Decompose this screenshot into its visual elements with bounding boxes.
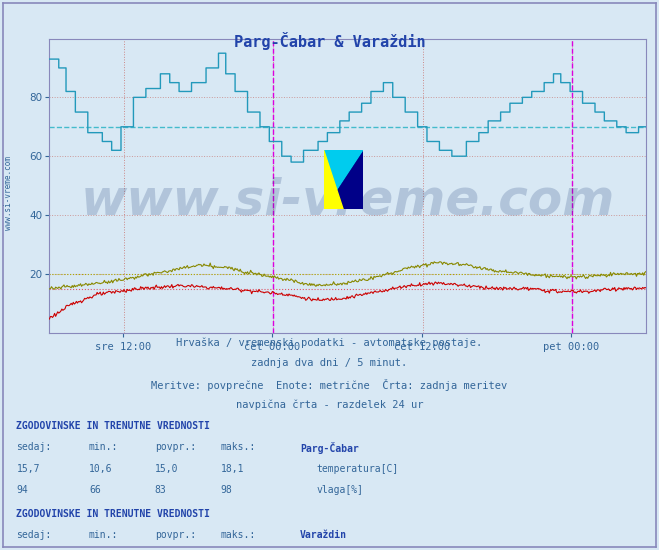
Text: Varaždin: Varaždin <box>300 530 347 540</box>
Polygon shape <box>324 150 362 209</box>
Polygon shape <box>324 150 343 209</box>
Text: povpr.:: povpr.: <box>155 530 196 540</box>
Text: maks.:: maks.: <box>221 442 256 452</box>
Text: 66: 66 <box>89 485 101 494</box>
Text: Parg-Čabar & Varaždin: Parg-Čabar & Varaždin <box>234 32 425 50</box>
Polygon shape <box>324 150 362 209</box>
Text: sedaj:: sedaj: <box>16 530 51 540</box>
Text: www.si-vreme.com: www.si-vreme.com <box>80 177 615 224</box>
Text: min.:: min.: <box>89 442 119 452</box>
Text: 15,0: 15,0 <box>155 464 179 474</box>
Text: 83: 83 <box>155 485 167 494</box>
Text: Parg-Čabar: Parg-Čabar <box>300 442 358 454</box>
Text: Hrvaška / vremenski podatki - avtomatske postaje.: Hrvaška / vremenski podatki - avtomatske… <box>177 337 482 348</box>
Polygon shape <box>324 150 343 209</box>
Text: vlaga[%]: vlaga[%] <box>316 485 363 494</box>
Polygon shape <box>343 150 362 209</box>
Text: min.:: min.: <box>89 530 119 540</box>
Text: 94: 94 <box>16 485 28 494</box>
Text: Meritve: povprečne  Enote: metrične  Črta: zadnja meritev: Meritve: povprečne Enote: metrične Črta:… <box>152 379 507 391</box>
Text: 98: 98 <box>221 485 233 494</box>
Text: temperatura[C]: temperatura[C] <box>316 464 399 474</box>
Text: sedaj:: sedaj: <box>16 442 51 452</box>
Text: navpična črta - razdelek 24 ur: navpična črta - razdelek 24 ur <box>236 400 423 410</box>
Text: ZGODOVINSKE IN TRENUTNE VREDNOSTI: ZGODOVINSKE IN TRENUTNE VREDNOSTI <box>16 509 210 519</box>
Text: 18,1: 18,1 <box>221 464 244 474</box>
Text: zadnja dva dni / 5 minut.: zadnja dva dni / 5 minut. <box>251 358 408 368</box>
Text: povpr.:: povpr.: <box>155 442 196 452</box>
Text: 10,6: 10,6 <box>89 464 113 474</box>
Text: ZGODOVINSKE IN TRENUTNE VREDNOSTI: ZGODOVINSKE IN TRENUTNE VREDNOSTI <box>16 421 210 431</box>
Text: www.si-vreme.com: www.si-vreme.com <box>4 156 13 229</box>
Text: maks.:: maks.: <box>221 530 256 540</box>
Text: 15,7: 15,7 <box>16 464 40 474</box>
